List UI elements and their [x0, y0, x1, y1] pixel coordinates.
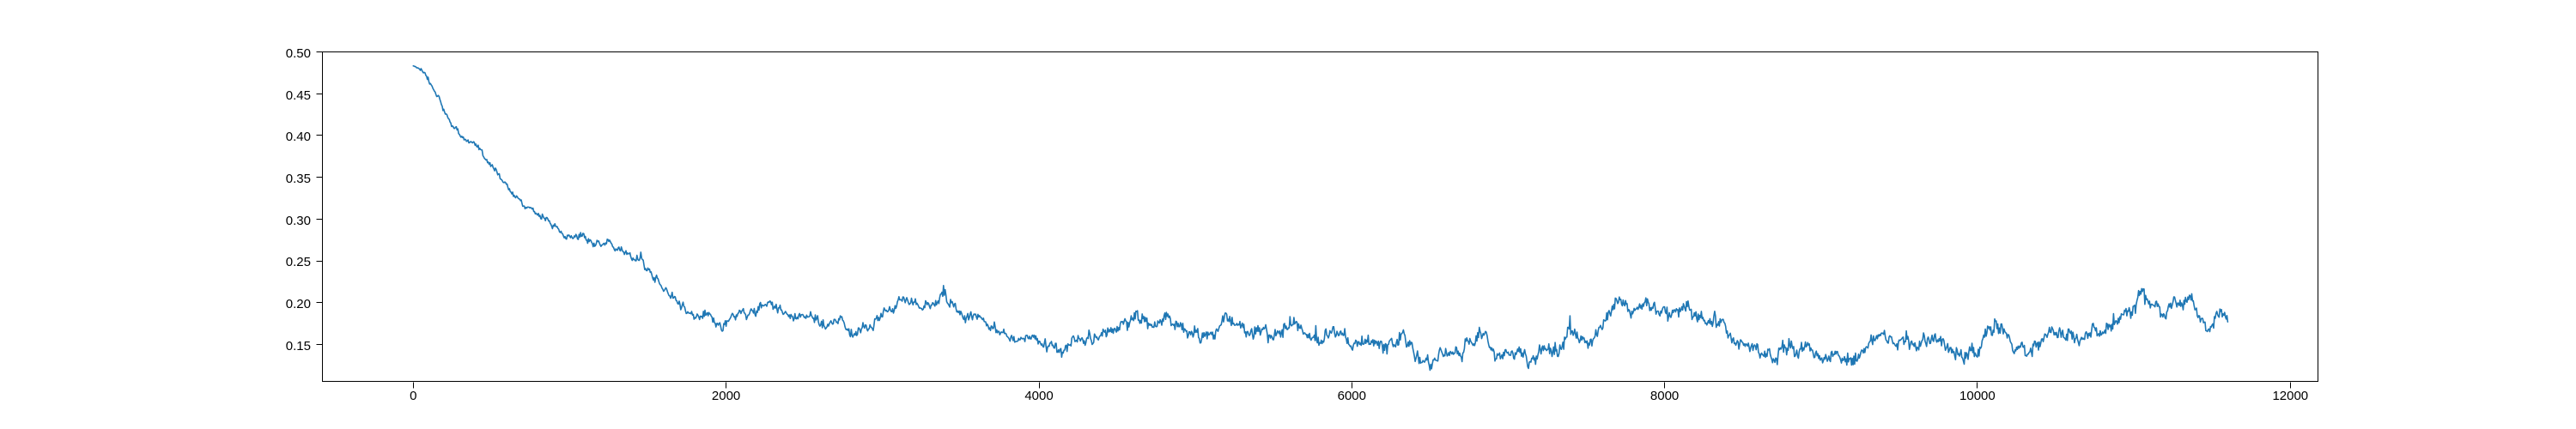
svg-text:10000: 10000 [1959, 389, 1996, 403]
svg-text:0.45: 0.45 [286, 88, 311, 103]
svg-text:8000: 8000 [1650, 389, 1679, 403]
svg-text:0.30: 0.30 [286, 214, 311, 228]
svg-text:2000: 2000 [712, 389, 740, 403]
svg-text:0.25: 0.25 [286, 255, 311, 269]
svg-text:4000: 4000 [1024, 389, 1053, 403]
svg-text:0.20: 0.20 [286, 297, 311, 311]
svg-text:0.35: 0.35 [286, 172, 311, 186]
svg-text:0.50: 0.50 [286, 46, 311, 61]
svg-text:6000: 6000 [1338, 389, 1366, 403]
svg-text:0: 0 [410, 389, 416, 403]
svg-text:0.15: 0.15 [286, 339, 311, 353]
svg-text:0.40: 0.40 [286, 130, 311, 144]
svg-text:12000: 12000 [2272, 389, 2308, 403]
